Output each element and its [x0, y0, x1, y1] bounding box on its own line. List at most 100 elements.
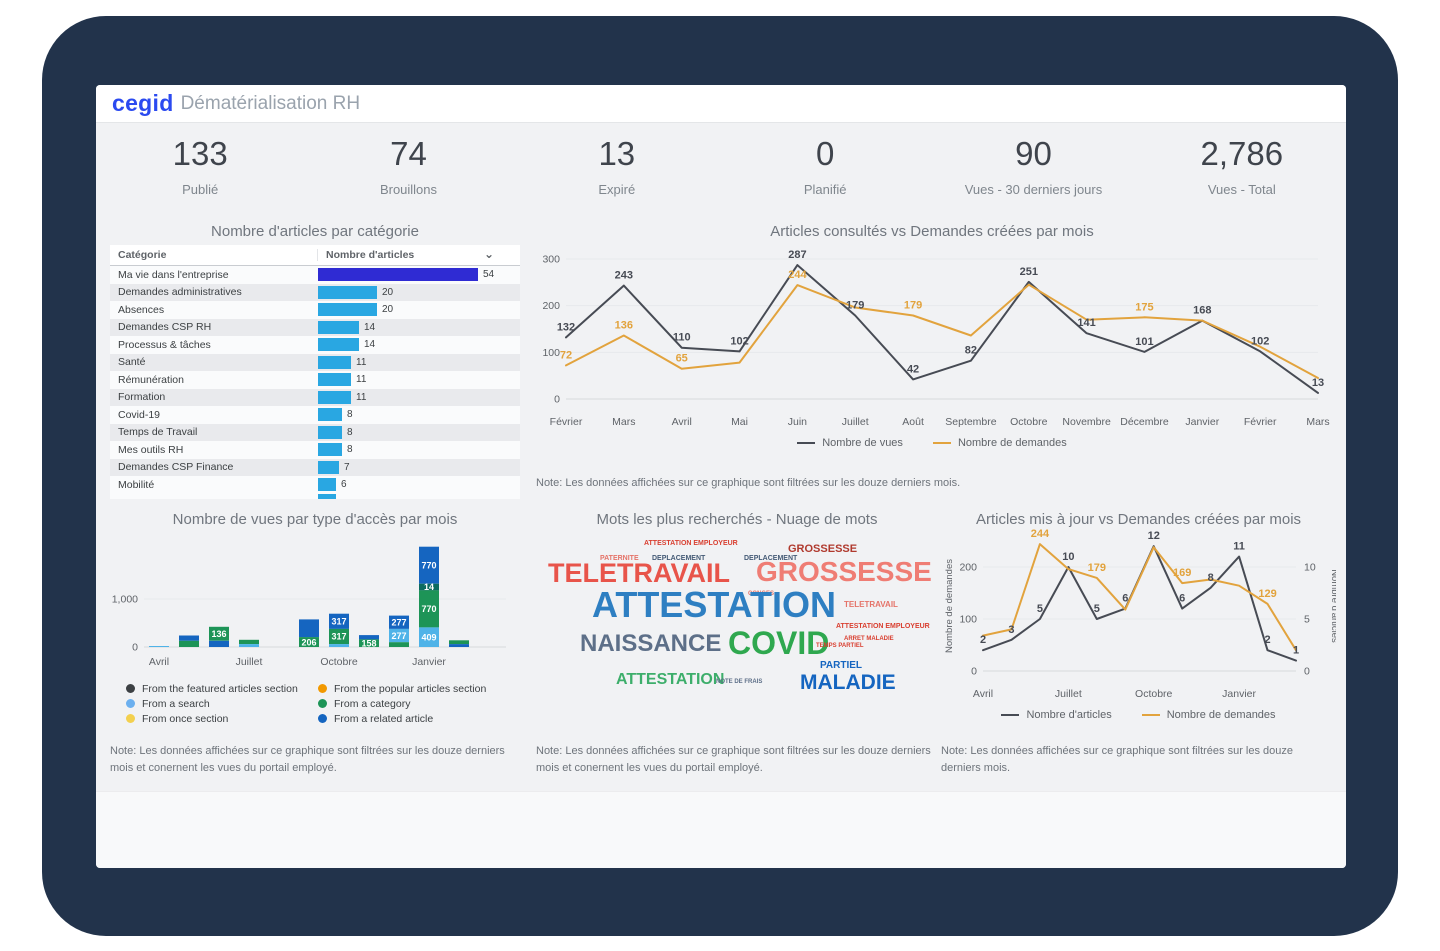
svg-text:Mars: Mars [612, 416, 635, 428]
category-bar [318, 320, 359, 334]
svg-text:100: 100 [959, 614, 977, 626]
word-cloud-word: ARRET MALADIE [844, 635, 894, 642]
table-row: Demandes CSP RH 14 [110, 318, 520, 336]
legend-label: From a search [142, 697, 210, 710]
svg-text:200: 200 [542, 300, 560, 312]
svg-text:10: 10 [1304, 562, 1316, 574]
svg-text:244: 244 [788, 269, 807, 281]
column-header-categorie[interactable]: Catégorie [110, 249, 318, 261]
category-label: Mobilité [118, 478, 155, 491]
category-value: 20 [382, 286, 394, 298]
svg-text:179: 179 [1088, 562, 1106, 574]
category-value: 11 [356, 374, 367, 386]
svg-text:Avril: Avril [672, 416, 692, 428]
svg-text:Octobre: Octobre [320, 656, 358, 668]
category-bar [318, 443, 342, 457]
table-row: Santé 11 [110, 353, 520, 371]
svg-text:206: 206 [301, 637, 316, 647]
bottom-strip [96, 791, 1346, 868]
category-table-body: Ma vie dans l'entreprise 54 Demandes admin… [110, 266, 520, 499]
svg-text:3: 3 [1008, 624, 1014, 636]
category-label: Temps de Travail [118, 426, 198, 439]
table-row: Rémunération 11 [110, 371, 520, 389]
svg-text:287: 287 [788, 249, 806, 261]
legend-label: From a category [334, 697, 411, 710]
table-row: Formation 11 [110, 388, 520, 406]
svg-text:200: 200 [959, 562, 977, 574]
word-cloud-word: ATTESTATION EMPLOYEUR [644, 540, 738, 548]
table-row: Demandes administratives 20 [110, 283, 520, 301]
svg-text:168: 168 [1193, 305, 1211, 317]
legend-dot [126, 699, 135, 708]
svg-text:42: 42 [907, 363, 919, 375]
category-table-title: Nombre d'articles par catégorie [211, 223, 419, 240]
svg-text:0: 0 [1304, 666, 1310, 678]
word-cloud-word: NOTE DE FRAIS [716, 678, 763, 685]
svg-text:Novembre: Novembre [1062, 416, 1111, 428]
kpi-value: 74 [390, 135, 427, 172]
category-label: Demandes CSP RH [118, 321, 212, 334]
category-label: Formation [118, 391, 166, 404]
legend-dot [126, 684, 135, 693]
category-value: 14 [364, 321, 376, 333]
legend-dot [318, 714, 327, 723]
svg-text:Mars: Mars [1306, 416, 1329, 428]
legend-item: From a search [126, 696, 318, 711]
svg-text:Juin: Juin [788, 416, 807, 428]
category-label: Santé [118, 356, 146, 369]
category-bar [318, 408, 342, 422]
category-bar [318, 285, 377, 299]
svg-text:12: 12 [1148, 530, 1160, 542]
svg-text:10: 10 [1062, 551, 1074, 563]
svg-text:1: 1 [1293, 645, 1299, 657]
kpi-brouillons: 74 Brouillons [304, 135, 512, 197]
category-table: Catégorie Nombre d'articles ⌄ Ma vie dan… [110, 245, 520, 499]
svg-text:317: 317 [331, 617, 346, 627]
kpi-planifie: 0 Planifié [721, 135, 929, 197]
legend-dot [318, 699, 327, 708]
table-row: Absences 20 [110, 301, 520, 319]
category-bar [318, 338, 359, 352]
svg-text:Mai: Mai [731, 416, 748, 428]
category-value: 6 [341, 479, 347, 491]
category-value: 8 [347, 409, 353, 421]
svg-text:5: 5 [1094, 603, 1100, 615]
svg-text:277: 277 [391, 631, 406, 641]
table-row: Temps de Travail 8 [110, 423, 520, 441]
legend-item: Nombre de demandes [1141, 709, 1276, 721]
svg-text:0: 0 [132, 642, 138, 654]
svg-text:100: 100 [542, 347, 560, 359]
category-label: Mes outils RH [118, 443, 184, 456]
category-value: 8 [347, 444, 353, 456]
svg-text:Juillet: Juillet [842, 416, 869, 428]
table-row: Processus & tâches 14 [110, 336, 520, 354]
svg-text:0: 0 [971, 666, 977, 678]
kpi-label: Vues - 30 derniers jours [964, 182, 1103, 197]
svg-text:Octobre: Octobre [1010, 416, 1048, 428]
svg-text:Juillet: Juillet [236, 656, 263, 668]
svg-text:243: 243 [615, 270, 633, 282]
svg-text:Février: Février [550, 416, 583, 428]
updates-vs-requests-title: Articles mis à jour vs Demandes créées p… [975, 511, 1302, 528]
legend-item: From once section [126, 711, 318, 726]
category-bar [318, 425, 342, 439]
word-cloud-word: TELETRAVAIL [548, 558, 730, 588]
dashboard-screen: cegid Dématérialisation RH 133 Publié 74… [96, 85, 1346, 868]
column-header-nombre-articles[interactable]: Nombre d'articles [326, 249, 415, 261]
word-cloud-word: GROSSESSE [788, 542, 858, 555]
svg-text:65: 65 [676, 353, 688, 365]
kpi-publie: 133 Publié [96, 135, 304, 197]
legend-label: Nombre d'articles [1026, 709, 1112, 721]
svg-text:158: 158 [361, 638, 376, 648]
table-row-clipped [110, 493, 520, 499]
cegid-logo: cegid [112, 90, 174, 116]
sort-chevron-down-icon[interactable]: ⌄ [483, 247, 494, 261]
category-label: Demandes CSP Finance [118, 461, 234, 474]
views-vs-requests-legend: Nombre de vues Nombre de demandes [532, 437, 1332, 449]
svg-text:179: 179 [904, 299, 922, 311]
svg-text:136: 136 [615, 320, 633, 332]
category-label: Processus & tâches [118, 338, 211, 351]
svg-text:5: 5 [1304, 614, 1310, 626]
svg-text:5: 5 [1037, 603, 1043, 615]
svg-text:2: 2 [980, 634, 986, 646]
